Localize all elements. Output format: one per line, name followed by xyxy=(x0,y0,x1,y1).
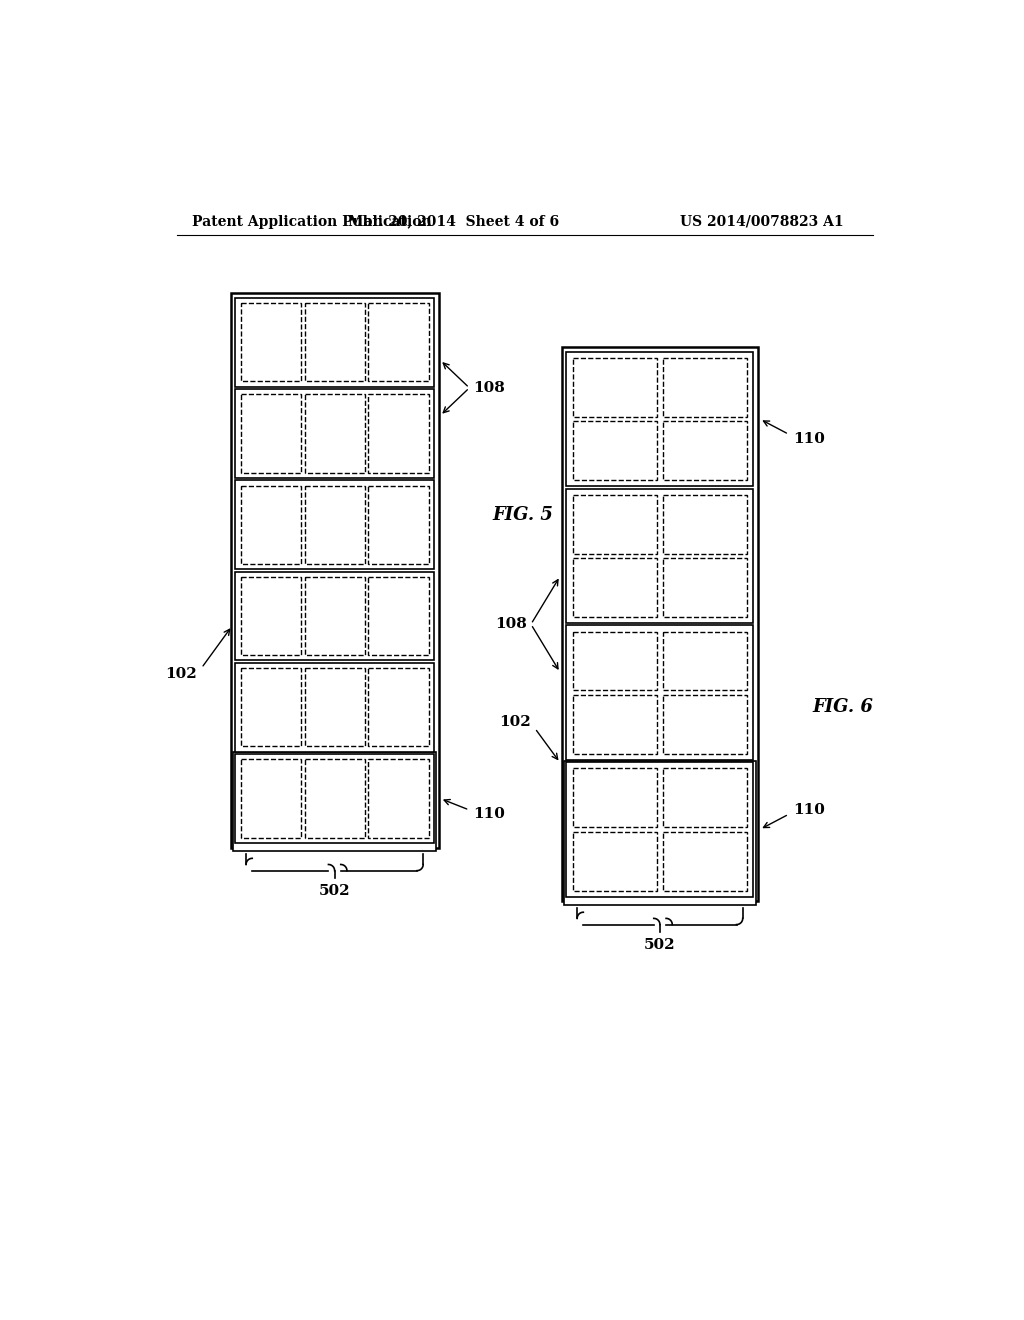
Bar xyxy=(236,754,434,843)
Bar xyxy=(663,421,748,480)
Text: 108: 108 xyxy=(473,381,505,395)
Text: 108: 108 xyxy=(496,618,527,631)
Bar xyxy=(369,486,429,564)
Bar xyxy=(304,486,365,564)
Bar xyxy=(566,762,754,896)
Bar xyxy=(241,577,301,655)
Bar xyxy=(663,495,748,553)
Bar xyxy=(304,304,365,381)
Text: 102: 102 xyxy=(165,667,197,681)
Text: 110: 110 xyxy=(473,807,505,821)
Text: 102: 102 xyxy=(500,715,531,729)
Bar xyxy=(663,768,748,828)
Bar xyxy=(241,668,301,746)
Bar xyxy=(304,395,365,473)
Bar xyxy=(241,304,301,381)
Text: 110: 110 xyxy=(793,432,824,446)
Bar xyxy=(230,293,438,847)
Bar xyxy=(369,577,429,655)
Bar xyxy=(369,395,429,473)
Bar xyxy=(572,768,656,828)
Text: 110: 110 xyxy=(793,803,824,817)
Bar xyxy=(562,347,758,902)
Bar xyxy=(236,572,434,660)
Bar xyxy=(663,832,748,891)
Bar xyxy=(572,631,656,690)
Text: FIG. 6: FIG. 6 xyxy=(812,698,872,717)
Bar xyxy=(566,488,754,623)
Bar xyxy=(304,759,365,837)
Text: 502: 502 xyxy=(644,937,676,952)
Bar xyxy=(236,298,434,387)
Bar xyxy=(236,663,434,751)
Bar xyxy=(304,668,365,746)
Bar xyxy=(572,558,656,616)
Bar xyxy=(566,351,754,486)
Bar xyxy=(241,395,301,473)
Bar xyxy=(241,486,301,564)
Bar xyxy=(663,358,748,417)
Bar xyxy=(566,626,754,760)
Bar xyxy=(369,668,429,746)
Bar xyxy=(369,759,429,837)
Bar xyxy=(369,304,429,381)
Text: FIG. 5: FIG. 5 xyxy=(493,506,553,524)
Bar xyxy=(572,696,656,754)
Bar xyxy=(572,495,656,553)
Bar xyxy=(236,480,434,569)
Bar xyxy=(564,760,756,904)
Bar xyxy=(572,421,656,480)
Bar xyxy=(241,759,301,837)
Text: 502: 502 xyxy=(318,883,350,898)
Bar xyxy=(572,358,656,417)
Bar xyxy=(233,752,436,850)
Bar xyxy=(572,832,656,891)
Text: US 2014/0078823 A1: US 2014/0078823 A1 xyxy=(680,215,844,228)
Text: Patent Application Publication: Patent Application Publication xyxy=(193,215,432,228)
Text: Mar. 20, 2014  Sheet 4 of 6: Mar. 20, 2014 Sheet 4 of 6 xyxy=(348,215,559,228)
Bar xyxy=(663,631,748,690)
Bar xyxy=(663,558,748,616)
Bar xyxy=(663,696,748,754)
Bar xyxy=(236,389,434,478)
Bar xyxy=(304,577,365,655)
